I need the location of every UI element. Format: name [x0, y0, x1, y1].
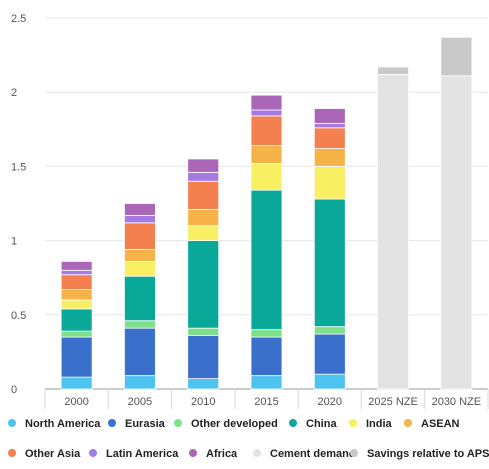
legend-label-north-america: North America	[25, 418, 101, 430]
y-tick-label: 2	[11, 87, 17, 99]
legend-label-china: China	[306, 418, 337, 430]
bar-segment-africa	[250, 94, 283, 111]
legend-label-other-developed: Other developed	[191, 418, 278, 430]
bar-segment-asean	[313, 148, 346, 167]
x-tick-label: 2000	[64, 396, 88, 408]
legend-swatch-other-developed	[174, 419, 182, 427]
bar-segment-latin-america	[187, 171, 220, 182]
bar-segment-other-asia	[187, 180, 220, 210]
bar-segment-india	[124, 260, 156, 277]
x-tick-label: 2015	[254, 396, 278, 408]
bar-segment-asean	[124, 249, 156, 262]
bars	[60, 36, 473, 390]
legend-label-eurasia: Eurasia	[125, 418, 166, 430]
legend-label-cement-demand: Cement demand	[270, 448, 356, 460]
bar-segment-eurasia	[124, 327, 156, 377]
legend-label-africa: Africa	[206, 448, 238, 460]
bar-segment-latin-america	[313, 122, 346, 129]
legend-swatch-india	[349, 419, 357, 427]
legend-label-savings-relative-to-aps: Savings relative to APS	[367, 448, 489, 460]
axes: 0 0.5 1 1.5 2 2.5 2000 2005 2010 2015 2020 2025 NZE…	[11, 13, 489, 409]
x-tick-label: 2020	[318, 396, 342, 408]
bar-segment-other-asia	[124, 222, 156, 250]
y-tick-label: 1.5	[11, 161, 26, 173]
bar-segment-africa	[60, 260, 93, 271]
bar-segment-other-developed	[60, 330, 93, 338]
legend-label-asean: ASEAN	[421, 418, 460, 430]
bar-segment-eurasia	[187, 335, 220, 380]
legend-label-other-asia: Other Asia	[25, 448, 81, 460]
bar-segment-asean	[60, 289, 93, 301]
y-tick-label: 0.5	[11, 310, 26, 322]
legend-swatch-asean	[404, 419, 412, 427]
bar-segment-savings-relative-to-aps	[377, 66, 409, 75]
legend-label-india: India	[366, 418, 393, 430]
bar-segment-india	[313, 165, 346, 200]
bar-segment-india	[60, 299, 93, 310]
bar-segment-china	[124, 275, 156, 322]
bar-segment-cement-demand	[440, 75, 473, 390]
bar-segment-africa	[187, 158, 220, 173]
legend-swatch-cement-demand	[253, 449, 261, 457]
x-tick-label: 2030 NZE	[432, 396, 482, 408]
y-tick-label: 0	[11, 384, 17, 396]
bar-segment-latin-america	[250, 109, 283, 117]
bar-segment-india	[187, 225, 220, 241]
legend-swatch-north-america	[8, 419, 16, 427]
bar-segment-eurasia	[60, 336, 93, 378]
bar-segment-other-asia	[60, 274, 93, 290]
bar-segment-china	[60, 308, 93, 332]
bar-segment-asean	[250, 145, 283, 164]
legend-swatch-africa	[189, 449, 197, 457]
y-tick-label: 1	[11, 236, 17, 248]
bar-segment-north-america	[250, 375, 283, 390]
x-tick-label: 2010	[191, 396, 215, 408]
bar-segment-eurasia	[250, 336, 283, 377]
bar-segment-china	[313, 198, 346, 328]
bar-segment-eurasia	[313, 333, 346, 375]
legend-label-latin-america: Latin America	[106, 448, 179, 460]
bar-segment-china	[187, 240, 220, 329]
legend-swatch-latin-america	[89, 449, 97, 457]
legend: North America Eurasia Other developed China…	[8, 418, 489, 460]
bar-segment-other-developed	[313, 326, 346, 335]
bar-segment-latin-america	[124, 214, 156, 224]
bar-segment-north-america	[60, 376, 93, 390]
bar-segment-other-developed	[250, 329, 283, 338]
bar-segment-north-america	[124, 375, 156, 390]
bar-segment-other-asia	[250, 115, 283, 147]
bar-segment-asean	[187, 209, 220, 227]
bar-segment-north-america	[313, 373, 346, 390]
bar-segment-savings-relative-to-aps	[440, 36, 473, 77]
bar-segment-cement-demand	[377, 73, 409, 390]
bar-segment-africa	[124, 203, 156, 216]
x-tick-label: 2005	[128, 396, 152, 408]
legend-swatch-savings-relative-to-aps	[350, 449, 358, 457]
legend-swatch-eurasia	[108, 419, 116, 427]
bar-segment-other-developed	[187, 327, 220, 336]
bar-segment-latin-america	[60, 269, 93, 276]
y-tick-label: 2.5	[11, 13, 26, 25]
legend-swatch-other-asia	[8, 449, 16, 457]
bar-segment-other-asia	[313, 127, 346, 149]
bar-segment-india	[250, 163, 283, 191]
x-tick-label: 2025 NZE	[368, 396, 418, 408]
legend-swatch-china	[289, 419, 297, 427]
bar-segment-north-america	[187, 378, 220, 390]
bar-segment-china	[250, 189, 283, 331]
bar-segment-other-developed	[124, 320, 156, 329]
bar-segment-africa	[313, 108, 346, 124]
